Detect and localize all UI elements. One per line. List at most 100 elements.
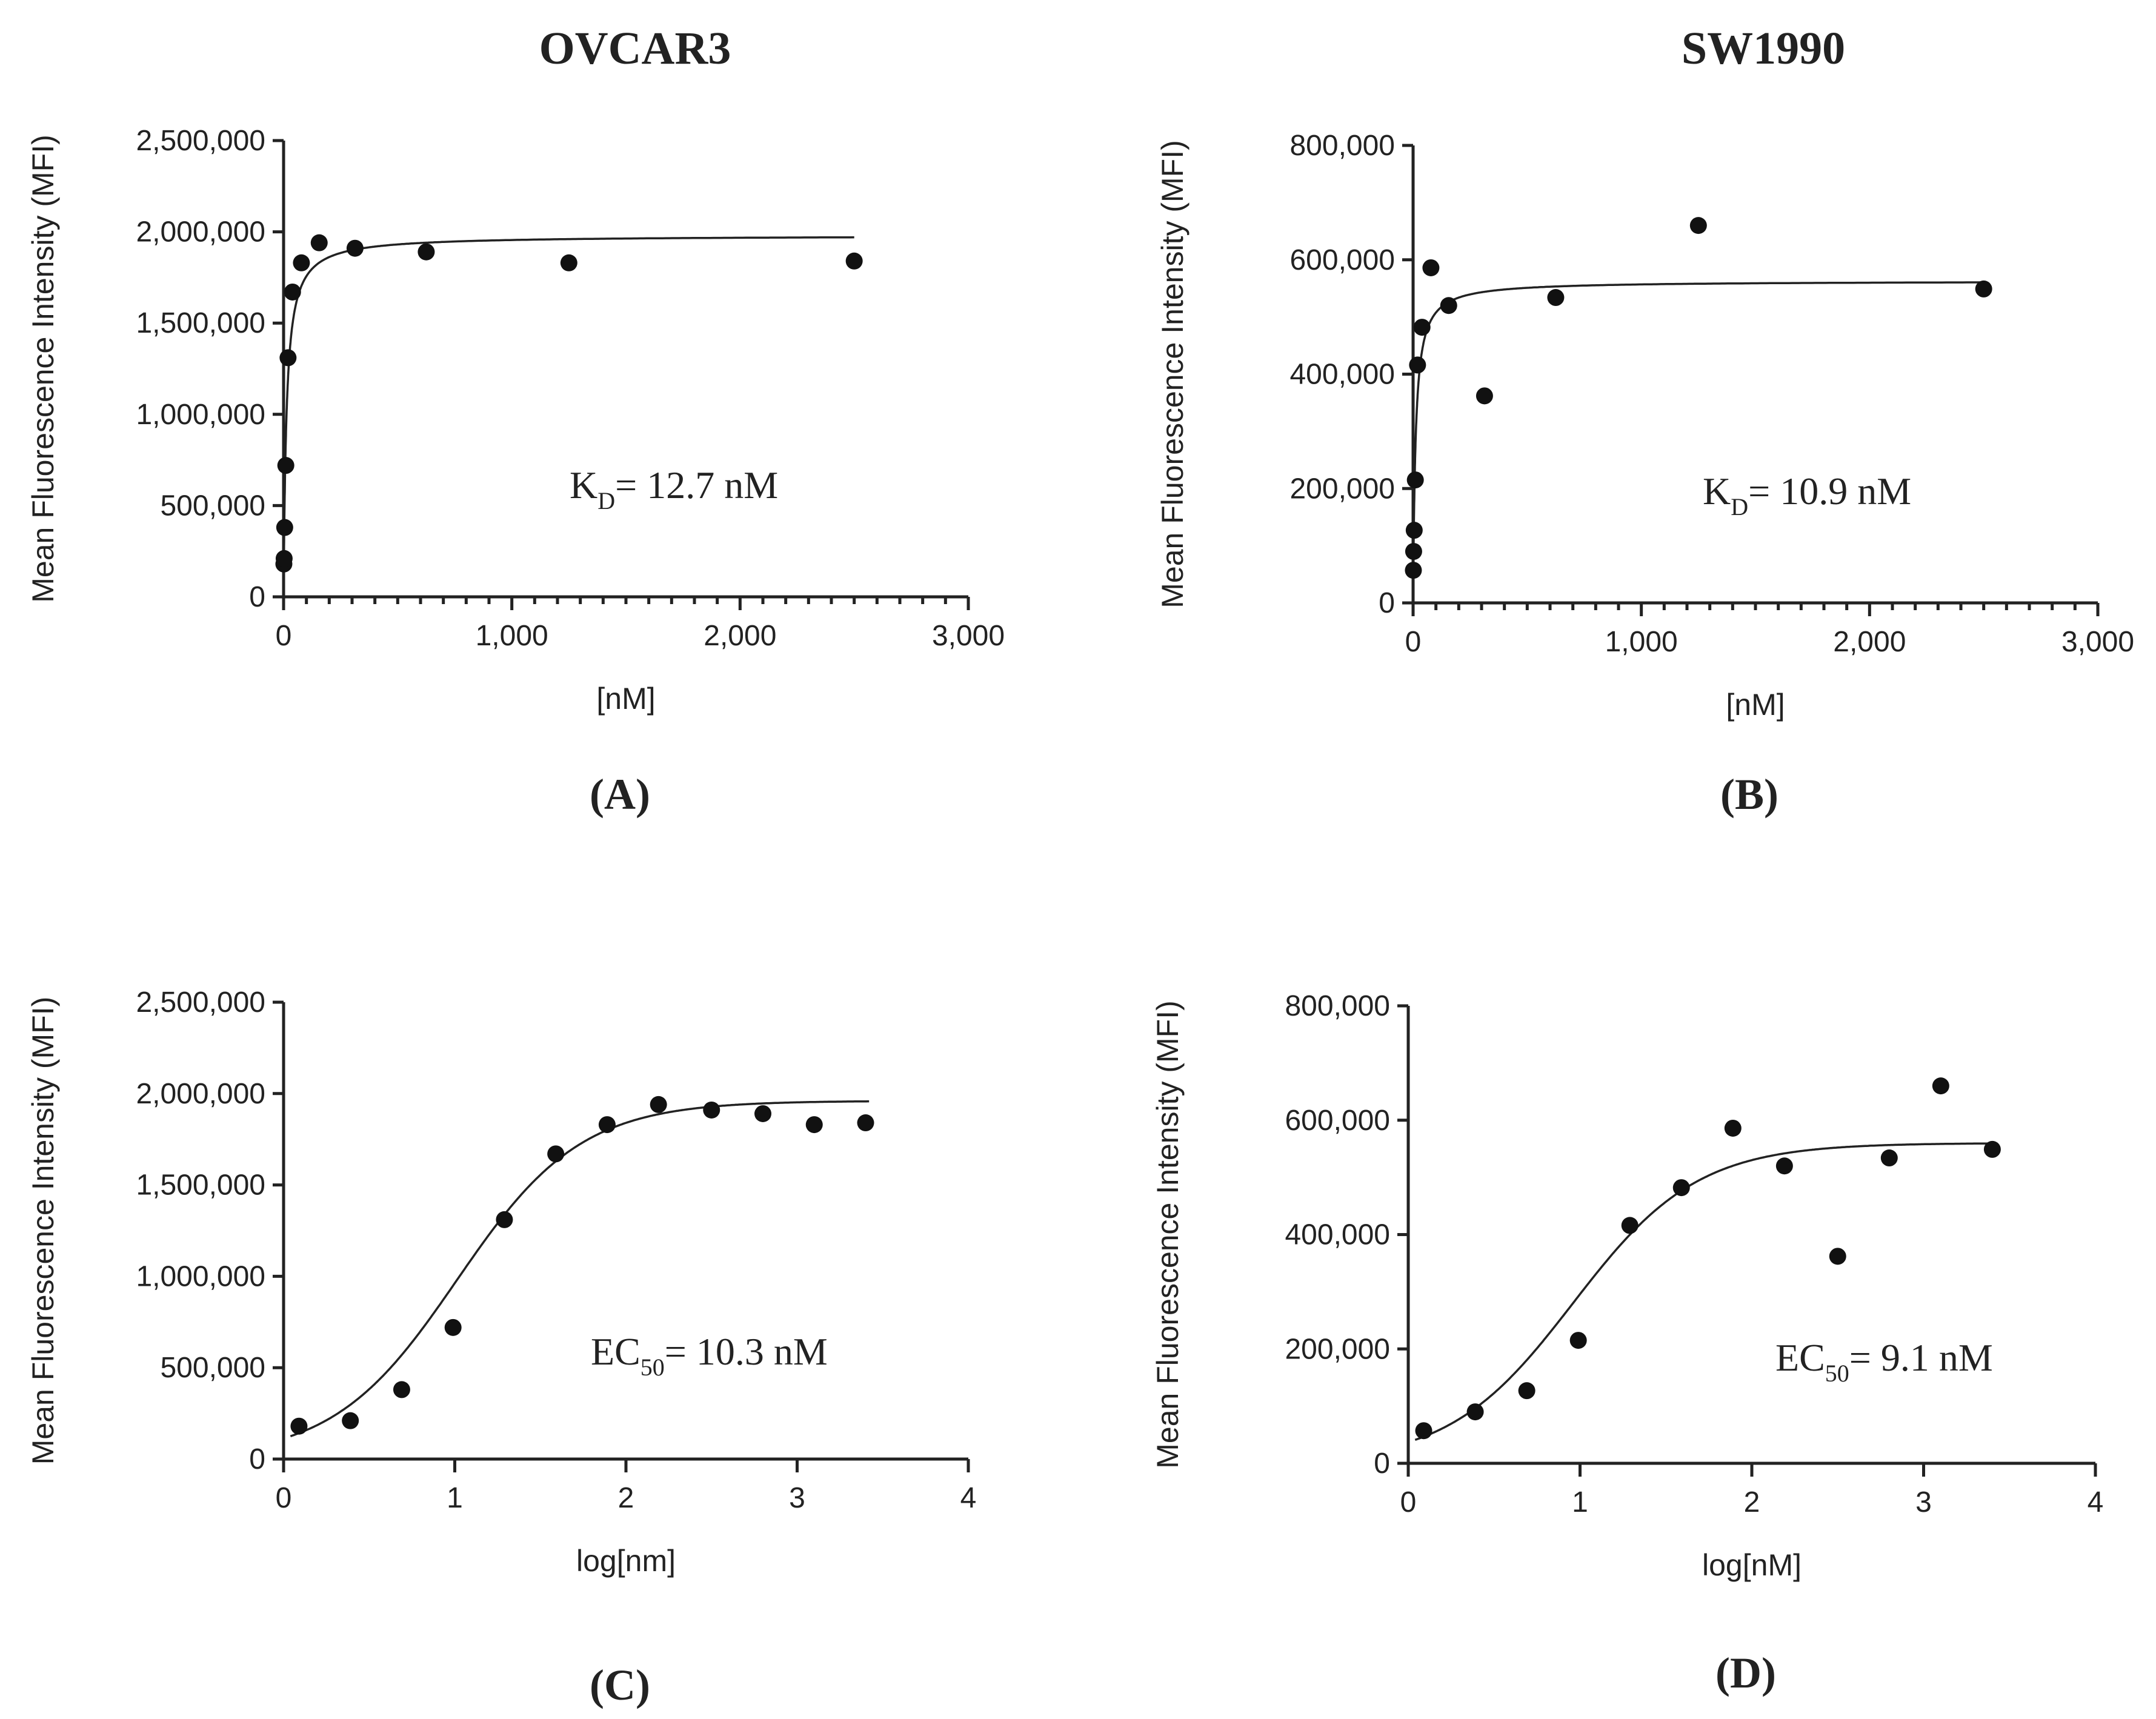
data-point	[1466, 1403, 1484, 1421]
data-point	[1775, 1157, 1793, 1175]
data-point	[1422, 259, 1440, 276]
x-tick-label: 1	[1572, 1486, 1588, 1518]
data-point	[1405, 543, 1422, 560]
y-tick-label: 1,500,000	[136, 1169, 265, 1202]
x-axis-title: log[nm]	[576, 1544, 676, 1578]
y-tick-label: 400,000	[1289, 359, 1395, 391]
panel-label: (D)	[1715, 1649, 1776, 1697]
x-tick-label: 1,000	[1605, 626, 1678, 658]
data-point	[1569, 1332, 1587, 1349]
y-axis-title: Mean Fluorescence Intensity (MFI)	[26, 135, 60, 603]
y-tick-label: 1,000,000	[136, 1260, 265, 1292]
data-point	[1621, 1217, 1639, 1234]
data-point	[1415, 1422, 1432, 1440]
data-point	[1932, 1077, 1949, 1095]
data-point	[560, 254, 577, 271]
panel-label: (A)	[590, 770, 650, 819]
y-tick-label: 500,000	[160, 490, 265, 522]
data-point	[805, 1116, 823, 1134]
y-tick-label: 600,000	[1285, 1105, 1390, 1137]
y-tick-label: 2,000,000	[136, 1078, 265, 1110]
data-point	[1405, 522, 1423, 539]
x-tick-label: 3	[789, 1482, 805, 1514]
data-point	[1880, 1149, 1898, 1167]
x-tick-label: 3,000	[932, 620, 1005, 652]
chart-panel-2: 0 200,000 400,000 600,000 800,000 0 1,000 2,000…	[1156, 130, 2134, 819]
data-point	[857, 1114, 874, 1132]
y-tick-label: 0	[1379, 587, 1395, 619]
x-tick-label: 1,000	[476, 620, 548, 652]
y-tick-label: 1,000,000	[136, 399, 265, 431]
data-point	[444, 1318, 462, 1336]
data-point	[418, 243, 435, 261]
data-point	[1518, 1382, 1535, 1400]
data-point	[1689, 217, 1707, 234]
annotation-subscript: 50	[640, 1354, 665, 1381]
column-title-ovcar3: OVCAR3	[539, 23, 731, 74]
x-axis-title: [nM]	[1726, 688, 1785, 722]
y-tick-label: 800,000	[1285, 990, 1390, 1022]
data-point	[1413, 319, 1431, 336]
annotation-subscript: 50	[1825, 1360, 1849, 1387]
fit-curve	[290, 1100, 870, 1438]
x-tick-label: 1	[447, 1482, 463, 1514]
y-tick-label: 1,500,000	[136, 307, 265, 339]
x-tick-label: 0	[1400, 1486, 1417, 1518]
data-point	[1405, 562, 1422, 579]
data-point	[393, 1381, 410, 1398]
data-point	[1975, 280, 1992, 298]
annotation-main: EC	[591, 1330, 640, 1373]
data-point	[346, 239, 364, 257]
data-point	[1672, 1179, 1690, 1197]
y-axis-title: Mean Fluorescence Intensity (MFI)	[1156, 140, 1189, 608]
data-point	[650, 1096, 667, 1113]
x-axis-title: log[nM]	[1702, 1548, 1802, 1582]
panel-label: (B)	[1720, 770, 1778, 819]
data-point	[754, 1105, 771, 1122]
data-point	[547, 1145, 565, 1163]
x-tick-label: 3	[1915, 1486, 1932, 1518]
data-point	[1476, 387, 1493, 405]
data-point	[1829, 1248, 1846, 1265]
fit-annotation: EC50= 9.1 nM	[1775, 1336, 1993, 1387]
data-point	[1406, 471, 1424, 489]
data-point	[290, 1417, 308, 1435]
x-tick-label: 0	[276, 1482, 292, 1514]
data-point	[598, 1116, 616, 1134]
annotation-value: = 10.9 nM	[1748, 470, 1911, 513]
y-tick-label: 2,500,000	[136, 986, 265, 1019]
annotation-value: = 10.3 nM	[665, 1330, 828, 1373]
y-tick-label: 0	[249, 1443, 265, 1475]
data-point	[342, 1412, 359, 1429]
x-tick-label: 0	[276, 620, 292, 652]
y-axis-title: Mean Fluorescence Intensity (MFI)	[1151, 1000, 1185, 1469]
data-point	[284, 283, 301, 301]
data-point	[277, 457, 294, 474]
data-point	[1440, 297, 1457, 314]
annotation-value: = 12.7 nM	[615, 464, 778, 507]
data-point	[293, 254, 310, 271]
fit-annotation: KD= 12.7 nM	[570, 464, 778, 514]
y-tick-label: 0	[249, 581, 265, 613]
data-point	[275, 550, 293, 567]
y-tick-label: 2,000,000	[136, 216, 265, 248]
y-tick-label: 500,000	[160, 1352, 265, 1384]
x-tick-label: 2	[1744, 1486, 1760, 1518]
annotation-main: K	[1703, 470, 1731, 513]
x-tick-label: 2,000	[704, 620, 776, 652]
panel-label: (C)	[590, 1661, 650, 1709]
data-point	[279, 349, 297, 367]
data-point	[276, 519, 293, 536]
annotation-subscript: D	[1731, 493, 1748, 520]
data-point	[1409, 356, 1426, 374]
data-point	[845, 252, 863, 270]
data-point	[496, 1211, 513, 1228]
fit-annotation: KD= 10.9 nM	[1703, 470, 1911, 520]
x-tick-label: 0	[1405, 626, 1422, 658]
x-tick-label: 4	[2088, 1486, 2104, 1518]
annotation-main: EC	[1775, 1336, 1825, 1379]
x-tick-label: 3,000	[2061, 626, 2134, 658]
y-tick-label: 800,000	[1289, 130, 1395, 162]
data-point	[703, 1101, 720, 1119]
